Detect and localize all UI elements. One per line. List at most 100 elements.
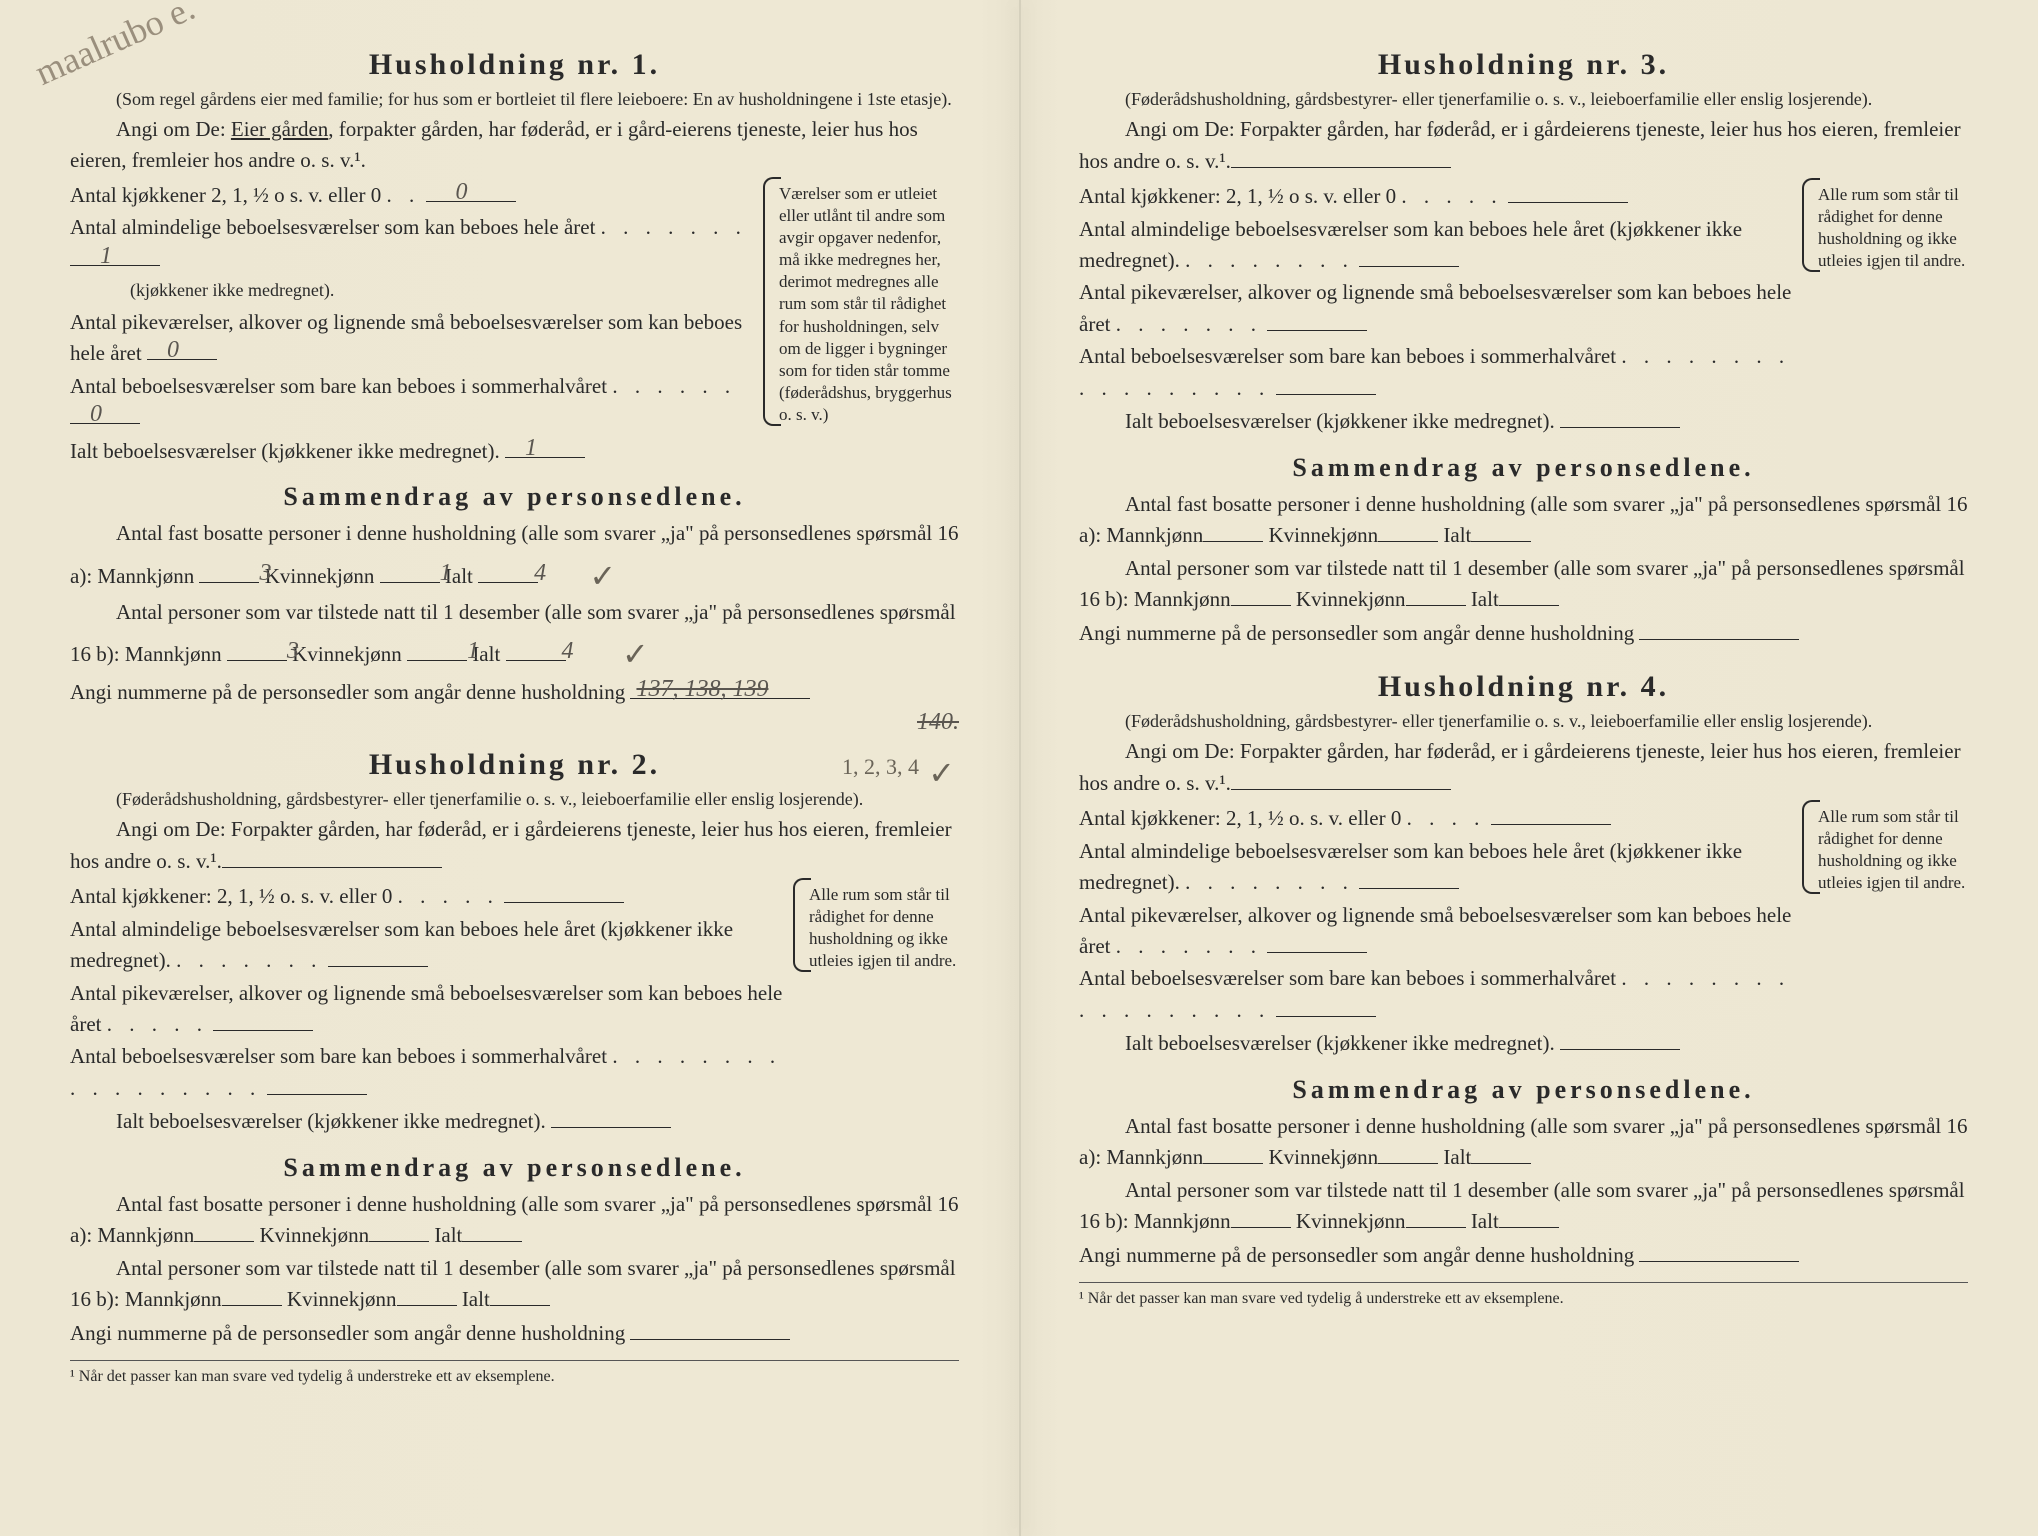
- h4-intro: (Føderådshusholdning, gårdsbestyrer- ell…: [1079, 708, 1968, 734]
- h4-summary-title: Sammendrag av personsedlene.: [1079, 1075, 1968, 1105]
- h2-title: Husholdning nr. 2.: [70, 748, 959, 782]
- q-label: Ialt beboelsesværelser (kjøkkener ikke m…: [1125, 409, 1555, 433]
- nummerne-blank: 137, 138, 139: [630, 676, 810, 699]
- blank: [1471, 519, 1531, 542]
- h1-nummerne2: 140.: [70, 705, 959, 740]
- h3-kitchen: Antal kjøkkener: 2, 1, ½ o s. v. eller 0…: [1079, 180, 1806, 211]
- blank: [1203, 519, 1263, 542]
- blank: [1560, 405, 1680, 428]
- h1-angiom: Angi om De: Eier gården, forpakter gårde…: [70, 114, 959, 175]
- kvin-label: Kvinnekjønn: [259, 1223, 369, 1247]
- h3-total: Ialt beboelsesværelser (kjøkkener ikke m…: [1079, 405, 1806, 436]
- sidenote-text: Alle rum som står til rådighet for denne…: [809, 885, 956, 970]
- h3-summer: Antal beboelsesværelser som bare kan beb…: [1079, 341, 1806, 403]
- dots: . . . . . . .: [601, 215, 747, 239]
- nummerne-label: Angi nummerne på de personsedler som ang…: [70, 680, 625, 704]
- s16a-t-blank: 4: [478, 560, 538, 583]
- angiom-prefix: Angi om De:: [116, 117, 231, 141]
- h1-sidenote: Værelser som er utleiet eller utlånt til…: [779, 177, 959, 426]
- h3-questions-row: Antal kjøkkener: 2, 1, ½ o s. v. eller 0…: [1079, 178, 1968, 439]
- s16b-k: 1: [421, 634, 479, 669]
- kitchen-value: 0: [456, 175, 468, 210]
- blank: [1639, 617, 1799, 640]
- blank: [462, 1219, 522, 1242]
- h1-summer: Antal beboelsesværelser som bare kan beb…: [70, 371, 767, 433]
- q-kitchen-label: Antal kjøkkener 2, 1, ½ o s. v. eller 0: [70, 183, 381, 207]
- blank: [1231, 145, 1451, 168]
- h2-pike: Antal pikeværelser, alkover og lignende …: [70, 978, 797, 1040]
- h2-total: Ialt beboelsesværelser (kjøkkener ikke m…: [70, 1105, 797, 1136]
- blank: [213, 1008, 313, 1031]
- blank: [551, 1105, 671, 1128]
- blank: [328, 944, 428, 967]
- kvin-label: Kvinnekjønn: [1268, 523, 1378, 547]
- ialt-label: Ialt: [1471, 1209, 1499, 1233]
- blank: [1267, 930, 1367, 953]
- h4-kitchen: Antal kjøkkener: 2, 1, ½ o. s. v. eller …: [1079, 802, 1806, 833]
- blank: [1267, 308, 1367, 331]
- h2-nummerne: Angi nummerne på de personsedler som ang…: [70, 1317, 959, 1348]
- kvin-label: Kvinnekjønn: [292, 642, 402, 666]
- blank: [1378, 519, 1438, 542]
- ialt-label: Ialt: [1443, 523, 1471, 547]
- ialt-label: Ialt: [462, 1287, 490, 1311]
- h2-s16a: Antal fast bosatte personer i denne hush…: [70, 1189, 959, 1251]
- h4-total: Ialt beboelsesværelser (kjøkkener ikke m…: [1079, 1027, 1806, 1058]
- h3-pike: Antal pikeværelser, alkover og lignende …: [1079, 277, 1806, 339]
- h4-main-col: Antal kjøkkener: 2, 1, ½ o. s. v. eller …: [1079, 800, 1806, 1061]
- blank: [397, 1283, 457, 1306]
- ialt-label: Ialt: [434, 1223, 462, 1247]
- kvin-label: Kvinnekjønn: [265, 564, 375, 588]
- q-rooms-label: Antal almindelige beboelsesværelser som …: [70, 215, 595, 239]
- h2-intro: (Føderådshusholdning, gårdsbestyrer- ell…: [70, 786, 959, 812]
- s16a-k: 1: [394, 556, 452, 591]
- blank: [1508, 180, 1628, 203]
- h2-rooms: Antal almindelige beboelsesværelser som …: [70, 914, 797, 976]
- angiom-text: Angi om De: Forpakter gården, har føderå…: [1079, 117, 1961, 172]
- blank: [1378, 1141, 1438, 1164]
- pike-value: 0: [167, 333, 179, 368]
- q-summer-label: Antal beboelsesværelser som bare kan beb…: [70, 374, 607, 398]
- h4-s16a: Antal fast bosatte personer i denne hush…: [1079, 1111, 1968, 1173]
- blank: [1276, 994, 1376, 1017]
- dots: . . . . . .: [612, 374, 736, 398]
- q-label: Antal kjøkkener: 2, 1, ½ o. s. v. eller …: [70, 884, 392, 908]
- left-footnote: ¹ Når det passer kan man svare ved tydel…: [70, 1360, 959, 1388]
- h1-s16a: Antal fast bosatte personer i denne hush…: [70, 518, 959, 595]
- angiom-underline: Eier gården: [231, 117, 328, 141]
- q-label: Antal beboelsesværelser som bare kan beb…: [70, 1044, 607, 1068]
- h3-s16a: Antal fast bosatte personer i denne hush…: [1079, 489, 1968, 551]
- dots: . . . . . . . .: [1185, 248, 1354, 272]
- angiom-blank: [222, 845, 442, 868]
- q-label: Antal kjøkkener: 2, 1, ½ o s. v. eller 0: [1079, 184, 1396, 208]
- rooms-note: (kjøkkener ikke medregnet).: [70, 280, 334, 300]
- total-blank: 1: [505, 435, 585, 458]
- h1-rooms: Antal almindelige beboelsesværelser som …: [70, 212, 767, 304]
- dots: . . . . . . .: [176, 948, 322, 972]
- h4-questions-row: Antal kjøkkener: 2, 1, ½ o. s. v. eller …: [1079, 800, 1968, 1061]
- kvin-label: Kvinnekjønn: [1296, 1209, 1406, 1233]
- blank: [1491, 802, 1611, 825]
- h1-total: Ialt beboelsesværelser (kjøkkener ikke m…: [70, 435, 767, 466]
- right-footnote: ¹ Når det passer kan man svare ved tydel…: [1079, 1282, 1968, 1310]
- q-label: Antal kjøkkener: 2, 1, ½ o. s. v. eller …: [1079, 806, 1401, 830]
- h1-nummerne: Angi nummerne på de personsedler som ang…: [70, 676, 959, 707]
- checkmark-icon: ✓: [928, 754, 955, 792]
- dots: . .: [387, 183, 421, 207]
- h2-summary-title: Sammendrag av personsedlene.: [70, 1153, 959, 1183]
- h1-main-col: Antal kjøkkener 2, 1, ½ o s. v. eller 0 …: [70, 177, 767, 468]
- h2-angiom: Angi om De: Forpakter gården, har føderå…: [70, 814, 959, 876]
- h1-kitchen: Antal kjøkkener 2, 1, ½ o s. v. eller 0 …: [70, 179, 767, 210]
- blank: [194, 1219, 254, 1242]
- h3-title: Husholdning nr. 3.: [1079, 48, 1968, 82]
- h1-summary-title: Sammendrag av personsedlene.: [70, 482, 959, 512]
- nummerne-val2: 140.: [917, 709, 959, 735]
- nummerne-val: 137, 138, 139: [636, 672, 768, 707]
- s16b-m-blank: 3: [227, 638, 287, 661]
- h2-kitchen: Antal kjøkkener: 2, 1, ½ o. s. v. eller …: [70, 880, 797, 911]
- blank: [1231, 767, 1451, 790]
- brace-icon: [1802, 178, 1820, 272]
- brace-icon: [763, 177, 781, 426]
- blank: [1359, 244, 1459, 267]
- sidenote-text: Alle rum som står til rådighet for denne…: [1818, 185, 1965, 270]
